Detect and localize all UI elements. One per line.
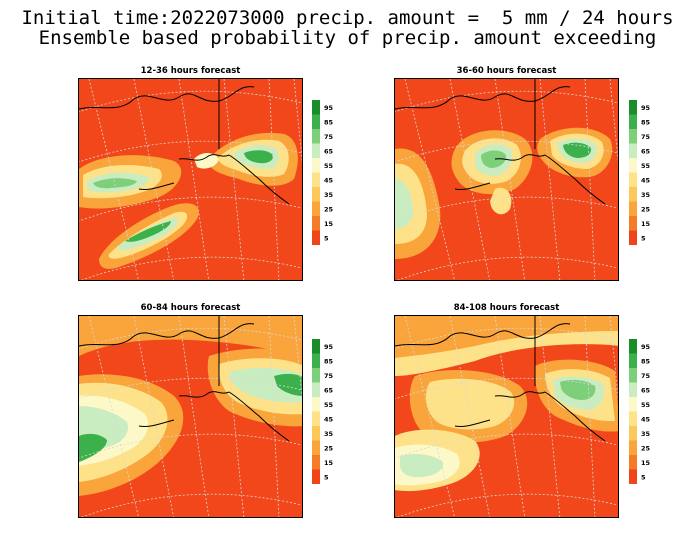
- legend-label-45: 45: [324, 176, 334, 184]
- legend-swatch-75: [629, 129, 637, 144]
- legend-swatch-45: [312, 172, 320, 187]
- legend-label-65: 65: [641, 147, 651, 155]
- legend-label-5: 5: [641, 473, 646, 481]
- legend-label-75: 75: [641, 372, 651, 380]
- legend-label-35: 35: [641, 430, 651, 438]
- forecast-panel-84-108: 84-108 hours forecast: [394, 303, 619, 518]
- legend-swatch-25: [312, 201, 320, 216]
- legend-swatch-55: [312, 158, 320, 173]
- legend-swatch-65: [312, 382, 320, 397]
- legend-swatch-65: [629, 143, 637, 158]
- legend-swatch-75: [312, 368, 320, 383]
- legend-label-5: 5: [641, 234, 646, 242]
- legend-label-95: 95: [324, 343, 334, 351]
- legend-colorbar-2: 95 85 75 65 55 45 35 25 15 5: [629, 98, 669, 258]
- legend-label-75: 75: [324, 372, 334, 380]
- legend-swatch-15: [629, 455, 637, 470]
- panel-title: 12-36 hours forecast: [140, 66, 241, 76]
- legend-swatch-55: [312, 397, 320, 412]
- legend-swatch-25: [629, 440, 637, 455]
- legend-swatch-35: [629, 187, 637, 202]
- probability-map: [78, 78, 303, 281]
- forecast-panel-60-84: 60-84 hours forecast: [78, 303, 303, 518]
- legend-label-15: 15: [641, 459, 651, 467]
- legend-swatch-95: [629, 339, 637, 354]
- legend-swatch-65: [312, 143, 320, 158]
- legend-label-25: 25: [641, 444, 651, 452]
- legend-colorbar-1: 95 85 75 65 55 45 35 25 15 5: [312, 98, 352, 258]
- panel-title: 60-84 hours forecast: [140, 303, 241, 313]
- legend-swatch-55: [629, 397, 637, 412]
- legend-swatch-95: [629, 100, 637, 115]
- panel-title: 84-108 hours forecast: [453, 303, 560, 313]
- legend-swatch-5: [312, 230, 320, 245]
- legend-swatch-15: [312, 216, 320, 231]
- legend-label-55: 55: [324, 401, 334, 409]
- legend-label-85: 85: [324, 118, 334, 126]
- legend-swatch-35: [312, 426, 320, 441]
- probability-map: [394, 78, 619, 281]
- legend-swatch-15: [312, 455, 320, 470]
- legend-label-65: 65: [324, 147, 334, 155]
- legend-label-65: 65: [324, 386, 334, 394]
- legend-label-15: 15: [324, 220, 334, 228]
- legend-label-55: 55: [641, 162, 651, 170]
- legend-label-75: 75: [641, 133, 651, 141]
- legend-swatch-5: [629, 469, 637, 484]
- legend-swatch-75: [629, 368, 637, 383]
- legend-colorbar-4: 95 85 75 65 55 45 35 25 15 5: [629, 337, 669, 497]
- legend-swatch-45: [312, 411, 320, 426]
- legend-swatch-95: [312, 100, 320, 115]
- legend-label-55: 55: [641, 401, 651, 409]
- legend-swatch-25: [629, 201, 637, 216]
- legend-swatch-45: [629, 172, 637, 187]
- legend-swatch-25: [312, 440, 320, 455]
- legend-swatch-85: [312, 353, 320, 368]
- panel-title: 36-60 hours forecast: [456, 66, 557, 76]
- legend-label-45: 45: [641, 415, 651, 423]
- legend-label-35: 35: [641, 191, 651, 199]
- header-title-line2: Ensemble based probability of precip. am…: [38, 27, 657, 49]
- legend-swatch-85: [629, 114, 637, 129]
- legend-label-45: 45: [324, 415, 334, 423]
- legend-label-35: 35: [324, 191, 334, 199]
- legend-label-65: 65: [641, 386, 651, 394]
- probability-map: [394, 315, 619, 518]
- legend-swatch-35: [629, 426, 637, 441]
- legend-label-25: 25: [641, 205, 651, 213]
- legend-label-45: 45: [641, 176, 651, 184]
- legend-label-55: 55: [324, 162, 334, 170]
- legend-swatch-75: [312, 129, 320, 144]
- legend-label-85: 85: [324, 357, 334, 365]
- legend-swatch-85: [312, 114, 320, 129]
- legend-swatch-65: [629, 382, 637, 397]
- legend-swatch-15: [629, 216, 637, 231]
- probability-map: [78, 315, 303, 518]
- legend-swatch-45: [629, 411, 637, 426]
- legend-swatch-5: [629, 230, 637, 245]
- legend-swatch-95: [312, 339, 320, 354]
- legend-label-15: 15: [641, 220, 651, 228]
- legend-swatch-55: [629, 158, 637, 173]
- legend-label-85: 85: [641, 357, 651, 365]
- forecast-panel-12-36: 12-36 hours forecast: [78, 66, 303, 281]
- legend-label-15: 15: [324, 459, 334, 467]
- legend-swatch-85: [629, 353, 637, 368]
- legend-colorbar-3: 95 85 75 65 55 45 35 25 15 5: [312, 337, 352, 497]
- legend-label-25: 25: [324, 205, 334, 213]
- header-title-line1: Initial time:2022073000 precip. amount =…: [21, 7, 674, 29]
- legend-label-25: 25: [324, 444, 334, 452]
- legend-label-5: 5: [324, 234, 329, 242]
- legend-swatch-35: [312, 187, 320, 202]
- legend-label-95: 95: [324, 104, 334, 112]
- legend-label-35: 35: [324, 430, 334, 438]
- forecast-panel-36-60: 36-60 hours forecast: [394, 66, 619, 281]
- legend-label-85: 85: [641, 118, 651, 126]
- legend-label-5: 5: [324, 473, 329, 481]
- legend-label-95: 95: [641, 104, 651, 112]
- legend-label-95: 95: [641, 343, 651, 351]
- legend-label-75: 75: [324, 133, 334, 141]
- legend-swatch-5: [312, 469, 320, 484]
